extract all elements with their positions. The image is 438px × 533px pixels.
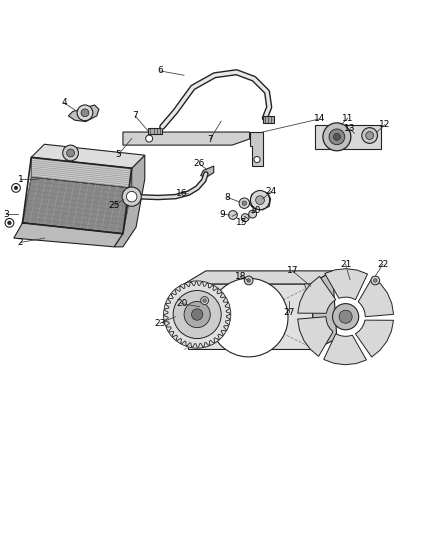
Circle shape	[163, 281, 231, 348]
Polygon shape	[356, 320, 393, 357]
Circle shape	[371, 276, 380, 285]
Polygon shape	[184, 284, 315, 350]
Polygon shape	[201, 166, 214, 177]
Polygon shape	[14, 223, 123, 247]
Polygon shape	[298, 317, 333, 357]
Circle shape	[173, 290, 221, 338]
Circle shape	[12, 183, 20, 192]
Circle shape	[254, 157, 260, 163]
Circle shape	[374, 279, 377, 282]
Polygon shape	[184, 271, 332, 284]
Circle shape	[244, 276, 253, 285]
Circle shape	[247, 279, 251, 282]
Text: 18: 18	[235, 272, 247, 280]
Polygon shape	[324, 334, 367, 365]
Circle shape	[67, 149, 74, 157]
Polygon shape	[358, 277, 394, 317]
Polygon shape	[250, 191, 271, 210]
Polygon shape	[311, 271, 337, 350]
Polygon shape	[22, 177, 132, 234]
Text: 22: 22	[377, 260, 389, 269]
Circle shape	[5, 219, 14, 227]
Text: 16: 16	[176, 189, 187, 198]
Text: 8: 8	[225, 193, 231, 202]
Text: 21: 21	[340, 260, 351, 269]
Text: 10: 10	[250, 206, 261, 215]
Text: 3: 3	[3, 209, 9, 219]
Circle shape	[366, 132, 374, 140]
Polygon shape	[31, 144, 145, 168]
Text: 15: 15	[237, 219, 248, 228]
Polygon shape	[123, 132, 250, 145]
Circle shape	[127, 191, 137, 202]
Text: 23: 23	[154, 319, 166, 328]
Circle shape	[241, 214, 249, 222]
Text: 24: 24	[266, 187, 277, 196]
Circle shape	[332, 304, 359, 330]
Circle shape	[8, 221, 11, 224]
Circle shape	[203, 299, 206, 302]
Polygon shape	[250, 132, 263, 166]
Circle shape	[339, 310, 352, 323]
Polygon shape	[304, 284, 315, 289]
Text: 17: 17	[286, 266, 298, 276]
Text: 2: 2	[18, 238, 23, 247]
Polygon shape	[148, 128, 162, 134]
Text: 13: 13	[344, 125, 356, 133]
Text: 4: 4	[61, 98, 67, 107]
Circle shape	[184, 302, 210, 328]
Circle shape	[251, 190, 270, 210]
Polygon shape	[325, 269, 367, 300]
Text: 1: 1	[18, 175, 23, 184]
Circle shape	[323, 123, 351, 151]
Text: 12: 12	[379, 120, 391, 129]
Polygon shape	[263, 116, 274, 123]
Text: 27: 27	[283, 308, 294, 317]
Circle shape	[256, 196, 265, 205]
Circle shape	[362, 128, 378, 143]
Circle shape	[146, 135, 152, 142]
Text: 7: 7	[207, 134, 213, 143]
Polygon shape	[315, 125, 381, 149]
Text: 7: 7	[132, 111, 138, 120]
Circle shape	[209, 278, 288, 357]
Text: 14: 14	[314, 115, 325, 124]
Circle shape	[249, 210, 257, 218]
Circle shape	[329, 129, 345, 144]
Circle shape	[239, 198, 250, 208]
Circle shape	[229, 211, 237, 220]
Polygon shape	[31, 157, 132, 188]
Circle shape	[242, 201, 247, 205]
Circle shape	[63, 145, 78, 161]
Text: 25: 25	[109, 201, 120, 210]
Polygon shape	[114, 155, 145, 247]
Text: 6: 6	[157, 67, 163, 75]
Text: 9: 9	[219, 209, 225, 219]
Circle shape	[333, 133, 340, 140]
Circle shape	[14, 186, 18, 190]
Text: 5: 5	[116, 150, 121, 159]
Circle shape	[77, 105, 93, 120]
Polygon shape	[68, 105, 99, 122]
Circle shape	[81, 109, 89, 117]
Circle shape	[191, 309, 203, 320]
Circle shape	[201, 297, 208, 304]
Polygon shape	[298, 277, 336, 313]
Circle shape	[122, 187, 141, 206]
Text: 26: 26	[194, 159, 205, 168]
Text: 20: 20	[176, 299, 187, 308]
Text: 11: 11	[342, 114, 353, 123]
